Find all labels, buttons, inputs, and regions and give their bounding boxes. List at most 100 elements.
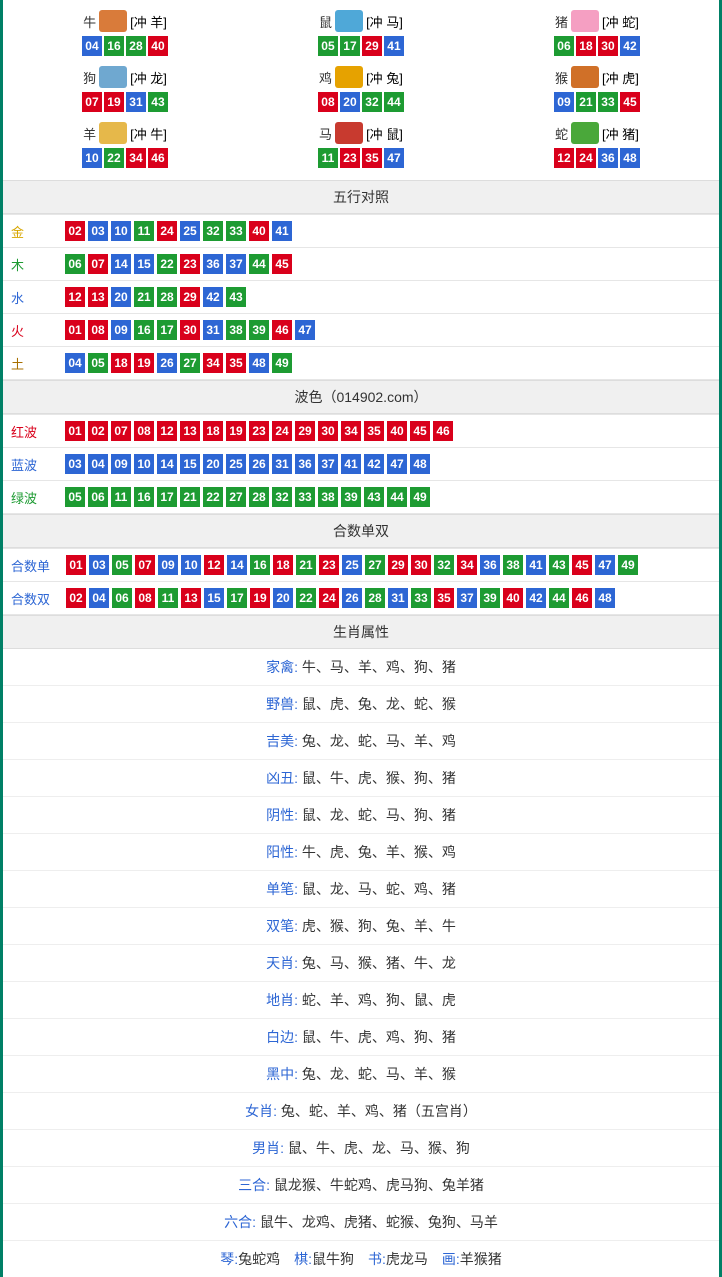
number-ball: 34 — [341, 421, 361, 441]
number-ball: 06 — [88, 487, 108, 507]
number-ball: 33 — [598, 92, 618, 112]
number-ball: 37 — [457, 588, 477, 608]
number-ball: 08 — [135, 588, 155, 608]
zodiac-clash: [冲 羊] — [130, 12, 167, 31]
number-ball: 22 — [203, 487, 223, 507]
attribute-list: 家禽: 牛、马、羊、鸡、狗、猪野兽: 鼠、虎、兔、龙、蛇、猴吉美: 兔、龙、蛇、… — [3, 649, 719, 1277]
number-ball: 35 — [434, 588, 454, 608]
row-label: 火 — [3, 314, 57, 347]
table-row: 合数单0103050709101214161821232527293032343… — [3, 549, 719, 582]
section-header: 合数单双 — [3, 514, 719, 548]
number-ball: 34 — [126, 148, 146, 168]
number-ball: 24 — [319, 588, 339, 608]
number-ball: 40 — [249, 221, 269, 241]
number-ball: 45 — [620, 92, 640, 112]
number-ball: 01 — [65, 421, 85, 441]
attribute-row: 琴:兔蛇鸡 棋:鼠牛狗 书:虎龙马 画:羊猴猪 — [3, 1240, 719, 1277]
zodiac-numbers: 04162840 — [7, 36, 243, 56]
number-ball: 03 — [65, 454, 85, 474]
number-ball: 42 — [364, 454, 384, 474]
zodiac-cell: 狗[冲 龙]07193143 — [7, 62, 243, 118]
attr-value: 鼠、牛、虎、猴、狗、猪 — [302, 770, 456, 786]
zodiac-name: 狗 — [83, 68, 96, 87]
number-ball: 06 — [554, 36, 574, 56]
number-ball: 21 — [296, 555, 316, 575]
number-ball: 04 — [89, 588, 109, 608]
number-ball: 24 — [272, 421, 292, 441]
attr-key: 阳性: — [266, 844, 302, 860]
table-row: 水1213202128294243 — [3, 281, 719, 314]
row-numbers: 1213202128294243 — [57, 281, 719, 314]
row-numbers: 0103050709101214161821232527293032343638… — [58, 549, 719, 582]
attr-key: 三合: — [238, 1177, 274, 1193]
number-ball: 25 — [180, 221, 200, 241]
attr-key: 白边: — [266, 1029, 302, 1045]
number-ball: 27 — [180, 353, 200, 373]
attribute-row: 阳性: 牛、虎、兔、羊、猴、鸡 — [3, 833, 719, 870]
number-ball: 33 — [295, 487, 315, 507]
number-ball: 02 — [88, 421, 108, 441]
number-ball: 29 — [295, 421, 315, 441]
number-ball: 44 — [384, 92, 404, 112]
attribute-row: 女肖: 兔、蛇、羊、鸡、猪（五宫肖） — [3, 1092, 719, 1129]
number-ball: 36 — [598, 148, 618, 168]
number-ball: 22 — [157, 254, 177, 274]
table-row: 绿波05061116172122272832333839434449 — [3, 481, 719, 514]
number-ball: 05 — [88, 353, 108, 373]
table-row: 合数双0204060811131517192022242628313335373… — [3, 582, 719, 615]
zodiac-clash: [冲 虎] — [602, 68, 639, 87]
number-ball: 13 — [181, 588, 201, 608]
number-ball: 32 — [362, 92, 382, 112]
number-ball: 11 — [134, 221, 154, 241]
number-ball: 24 — [576, 148, 596, 168]
number-ball: 20 — [203, 454, 223, 474]
attr-value: 兔、马、猴、猪、牛、龙 — [302, 955, 456, 971]
zodiac-icon — [335, 66, 363, 88]
number-ball: 19 — [104, 92, 124, 112]
attribute-row: 白边: 鼠、牛、虎、鸡、狗、猪 — [3, 1018, 719, 1055]
zodiac-clash: [冲 马] — [366, 12, 403, 31]
number-ball: 39 — [341, 487, 361, 507]
zodiac-icon — [571, 122, 599, 144]
number-ball: 21 — [134, 287, 154, 307]
number-ball: 04 — [88, 454, 108, 474]
number-ball: 10 — [134, 454, 154, 474]
attr-key: 野兽: — [266, 696, 302, 712]
number-ball: 48 — [595, 588, 615, 608]
number-ball: 40 — [387, 421, 407, 441]
attr-key: 双笔: — [266, 918, 302, 934]
attr-key: 地肖: — [266, 992, 302, 1008]
number-ball: 44 — [249, 254, 269, 274]
row-numbers: 06071415222336374445 — [57, 248, 719, 281]
attr-key: 书: — [368, 1251, 386, 1267]
zodiac-cell: 牛[冲 羊]04162840 — [7, 6, 243, 62]
number-ball: 12 — [65, 287, 85, 307]
number-ball: 47 — [295, 320, 315, 340]
number-ball: 01 — [66, 555, 86, 575]
number-ball: 11 — [111, 487, 131, 507]
number-ball: 30 — [598, 36, 618, 56]
number-ball: 22 — [104, 148, 124, 168]
row-numbers: 05061116172122272832333839434449 — [57, 481, 719, 514]
table-row: 金02031011242532334041 — [3, 215, 719, 248]
number-ball: 36 — [203, 254, 223, 274]
number-ball: 49 — [410, 487, 430, 507]
zodiac-name: 猪 — [555, 12, 568, 31]
number-ball: 46 — [272, 320, 292, 340]
number-ball: 03 — [89, 555, 109, 575]
number-ball: 26 — [157, 353, 177, 373]
number-ball: 28 — [365, 588, 385, 608]
number-ball: 02 — [66, 588, 86, 608]
zodiac-cell: 羊[冲 牛]10223446 — [7, 118, 243, 174]
zodiac-cell: 鼠[冲 马]05172941 — [243, 6, 479, 62]
number-ball: 16 — [250, 555, 270, 575]
row-numbers: 0204060811131517192022242628313335373940… — [58, 582, 719, 615]
zodiac-numbers: 10223446 — [7, 148, 243, 168]
number-ball: 17 — [340, 36, 360, 56]
attr-value: 虎、猴、狗、兔、羊、牛 — [302, 918, 456, 934]
attr-key: 吉美: — [266, 733, 302, 749]
zodiac-name: 羊 — [83, 124, 96, 143]
zodiac-name: 猴 — [555, 68, 568, 87]
number-ball: 15 — [204, 588, 224, 608]
number-ball: 17 — [157, 320, 177, 340]
